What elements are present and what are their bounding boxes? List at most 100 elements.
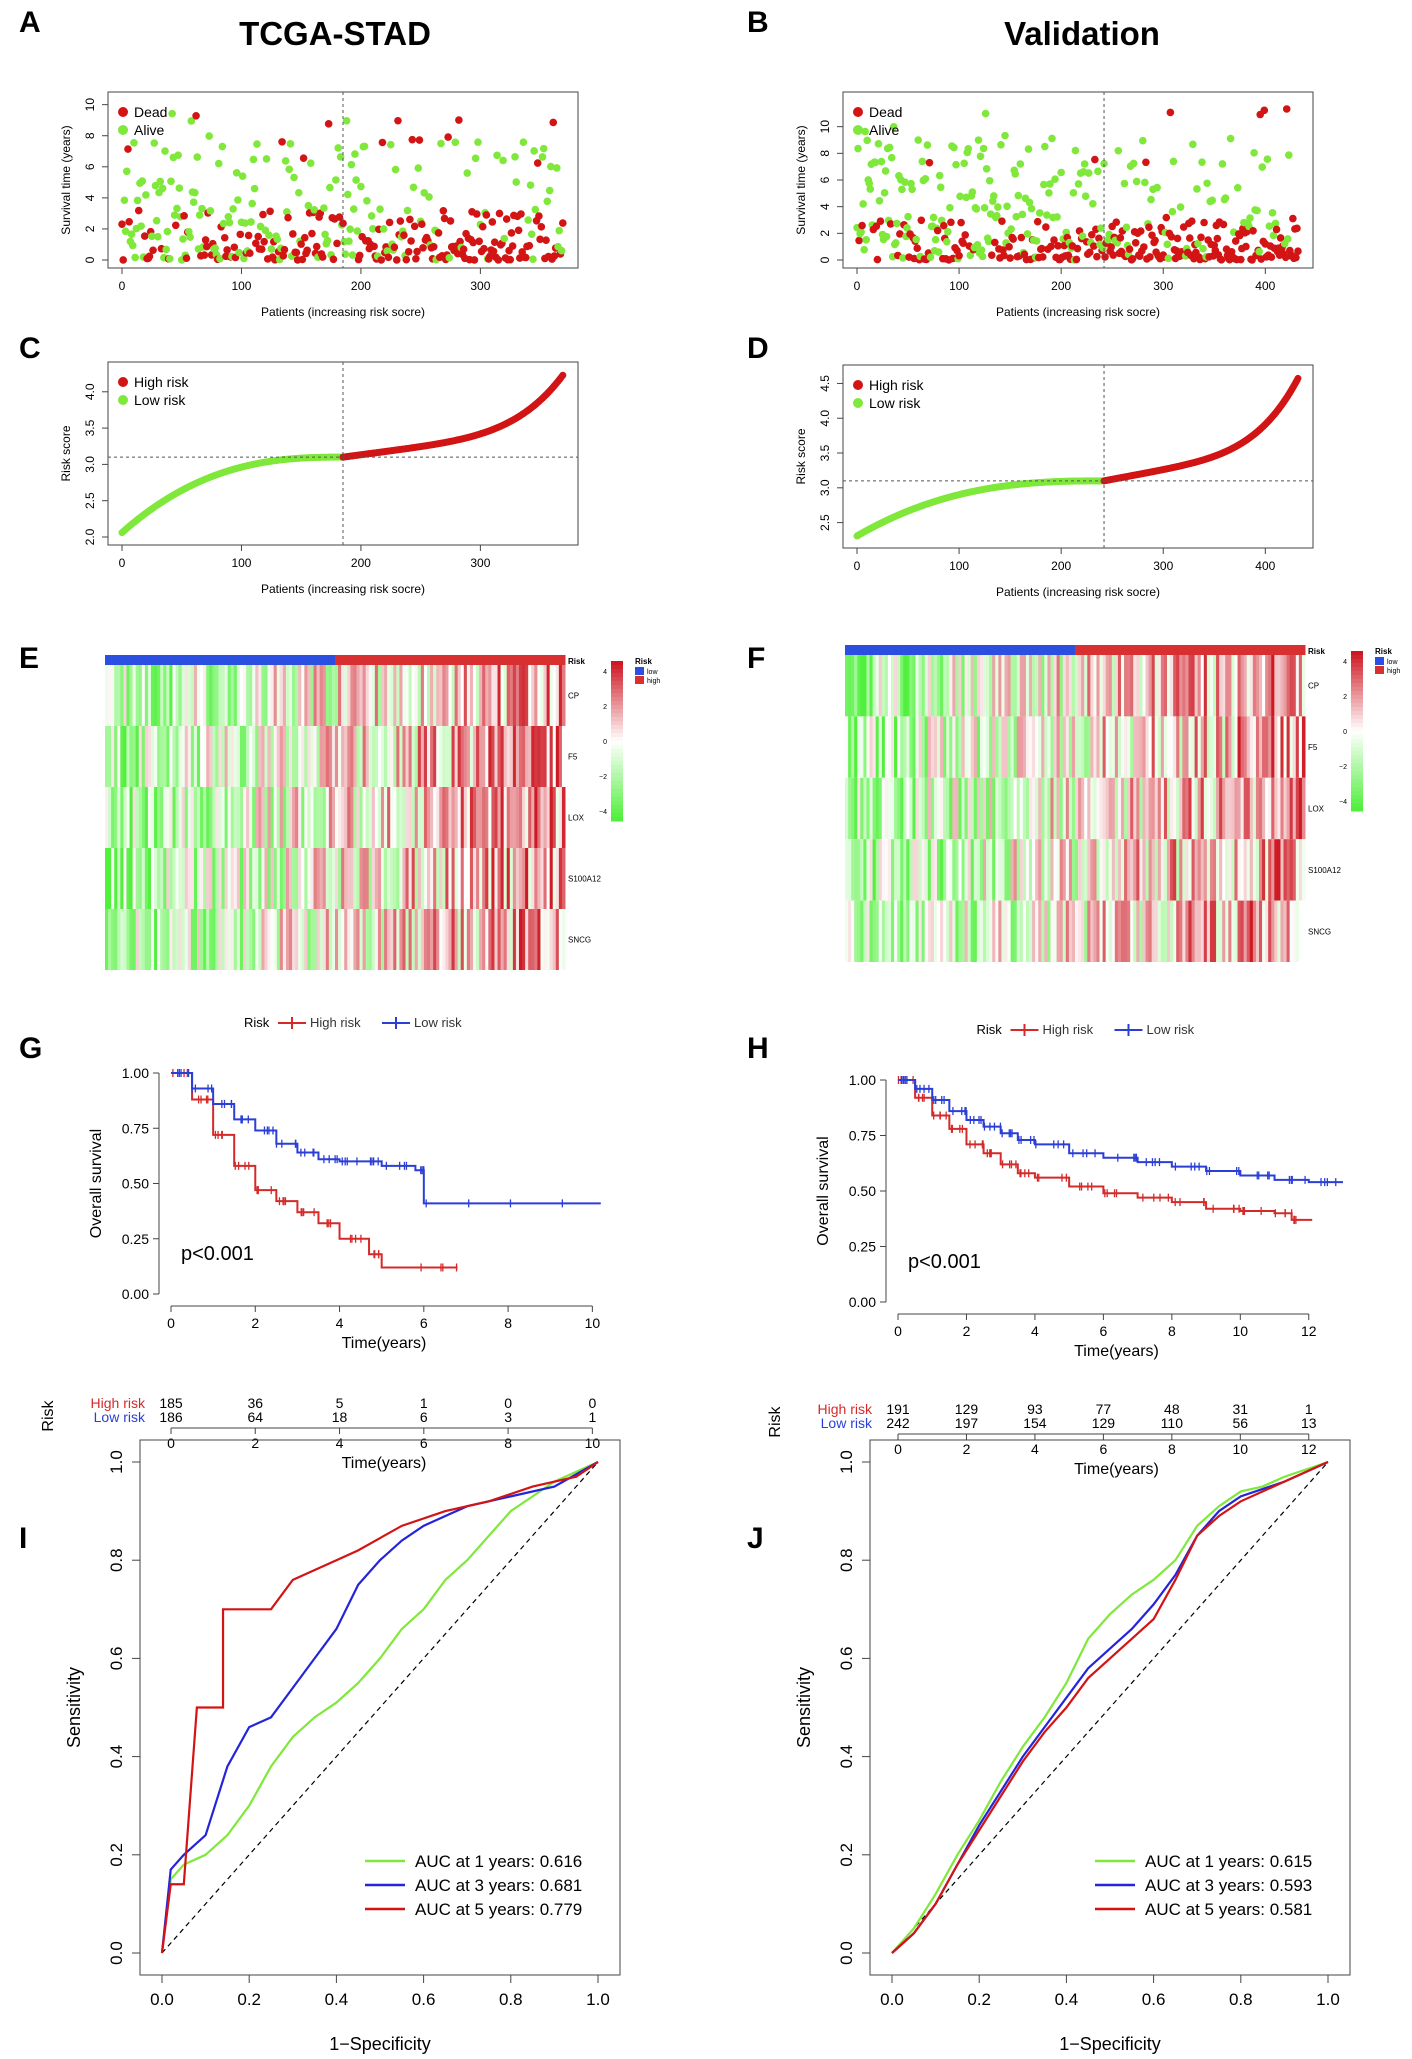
alive-point bbox=[158, 184, 167, 193]
dead-point bbox=[517, 210, 525, 218]
heatmap-cell bbox=[129, 726, 134, 787]
heatmap-cell bbox=[190, 726, 195, 787]
heatmap-cell bbox=[1029, 716, 1033, 778]
heatmap-cell bbox=[955, 716, 959, 778]
heatmap-cell bbox=[236, 665, 241, 726]
heatmap-cell bbox=[1301, 777, 1306, 840]
heatmap-cell bbox=[172, 726, 177, 787]
heatmap-cell bbox=[848, 655, 852, 717]
heatmap-cell bbox=[258, 787, 262, 848]
risk-band-cell bbox=[190, 655, 195, 665]
heatmap-cell bbox=[476, 665, 480, 726]
scale-cell bbox=[611, 685, 623, 690]
heatmap-cell bbox=[949, 716, 953, 778]
heatmap-cell bbox=[473, 909, 477, 970]
heatmap-cell bbox=[1160, 716, 1165, 778]
alive-point bbox=[281, 157, 290, 165]
heatmap-cell bbox=[255, 665, 259, 726]
p-value: p<0.001 bbox=[181, 1243, 254, 1265]
x-tick-label: 12 bbox=[1301, 1323, 1317, 1339]
heatmap-cell bbox=[193, 848, 198, 909]
risk-band-cell bbox=[1007, 645, 1012, 655]
heatmap-cell bbox=[943, 900, 947, 962]
dead-point bbox=[1292, 253, 1300, 262]
heatmap-cell bbox=[264, 665, 269, 726]
heatmap-cell bbox=[549, 726, 554, 787]
heatmap-cell bbox=[270, 665, 275, 726]
alive-point bbox=[1040, 180, 1048, 189]
heatmap-cell bbox=[359, 848, 364, 909]
heatmap-cell bbox=[1151, 839, 1156, 901]
heatmap-cell bbox=[1117, 777, 1122, 840]
legend-dead-label: Dead bbox=[134, 104, 167, 120]
alive-point bbox=[205, 132, 214, 140]
heatmap-cell bbox=[543, 665, 548, 726]
heatmap-cell bbox=[460, 848, 465, 909]
heatmap-cell bbox=[500, 848, 505, 909]
heatmap-cell bbox=[218, 665, 223, 726]
heatmap-cell bbox=[273, 848, 278, 909]
x-tick-label: 0.6 bbox=[412, 1990, 436, 2009]
risk-band-cell bbox=[218, 655, 223, 665]
heatmap-cell bbox=[531, 787, 535, 848]
heatmap-cell bbox=[494, 787, 499, 848]
risk-band-cell bbox=[854, 645, 858, 655]
alive-point bbox=[1041, 142, 1049, 151]
heatmap-cell bbox=[1259, 900, 1263, 962]
heatmap-cell bbox=[1163, 900, 1168, 962]
heatmap-cell bbox=[273, 787, 278, 848]
heatmap-cell bbox=[1121, 900, 1125, 962]
heatmap-cell bbox=[224, 909, 229, 970]
heatmap-cell bbox=[1093, 900, 1097, 962]
heatmap-cell bbox=[540, 665, 545, 726]
alive-point bbox=[934, 248, 943, 256]
alive-point bbox=[165, 254, 174, 263]
alive-point bbox=[1194, 239, 1202, 248]
heatmap-cell bbox=[1292, 777, 1297, 840]
scale-cell bbox=[1351, 651, 1363, 656]
risk-band-cell bbox=[1025, 645, 1030, 655]
alive-point bbox=[997, 141, 1005, 149]
heatmap-cell bbox=[558, 665, 563, 726]
heatmap-cell bbox=[1216, 655, 1220, 717]
alive-point bbox=[1024, 145, 1033, 153]
y-tick-label: 4.0 bbox=[83, 383, 97, 400]
heatmap-cell bbox=[1090, 900, 1094, 962]
heatmap-cell bbox=[108, 909, 112, 970]
heatmap-cell bbox=[1243, 900, 1248, 962]
risk-band-cell bbox=[1053, 645, 1058, 655]
table-high-count: 129 bbox=[955, 1401, 979, 1417]
heatmap-cell bbox=[955, 900, 959, 962]
alive-point bbox=[1132, 177, 1141, 186]
heatmap-cell bbox=[973, 900, 978, 962]
scale-tick-label: 2 bbox=[1343, 694, 1347, 701]
x-tick-label: 6 bbox=[420, 1315, 428, 1331]
km-legend-title: Risk bbox=[977, 1022, 1003, 1037]
heatmap-cell bbox=[157, 848, 161, 909]
heatmap-cell bbox=[1035, 900, 1039, 962]
alive-point bbox=[1258, 163, 1267, 171]
heatmap-cell bbox=[992, 839, 996, 901]
table-x-tick-label: 2 bbox=[251, 1435, 259, 1451]
alive-point bbox=[193, 153, 202, 161]
heatmap-cell bbox=[206, 909, 210, 970]
heatmap-cell bbox=[295, 787, 299, 848]
heatmap-cell bbox=[328, 909, 333, 970]
heatmap-cell bbox=[1252, 655, 1257, 717]
heatmap-cell bbox=[1062, 900, 1067, 962]
dead-point bbox=[444, 133, 452, 141]
gene-label: CP bbox=[568, 692, 579, 701]
panel-J: 0.00.00.20.20.40.40.60.60.80.81.01.01−Sp… bbox=[794, 1439, 1351, 2054]
heatmap-cell bbox=[1004, 777, 1009, 840]
heatmap-cell bbox=[298, 787, 302, 848]
heatmap-cell bbox=[105, 848, 109, 909]
risk-band-cell bbox=[331, 655, 336, 665]
heatmap-cell bbox=[1271, 900, 1275, 962]
heatmap-cell bbox=[433, 909, 437, 970]
risk-band-cell bbox=[1274, 645, 1278, 655]
heatmap-cell bbox=[986, 716, 990, 778]
heatmap-cell bbox=[365, 787, 370, 848]
heatmap-cell bbox=[387, 909, 391, 970]
heatmap-cell bbox=[399, 726, 403, 787]
scale-cell bbox=[611, 697, 623, 702]
